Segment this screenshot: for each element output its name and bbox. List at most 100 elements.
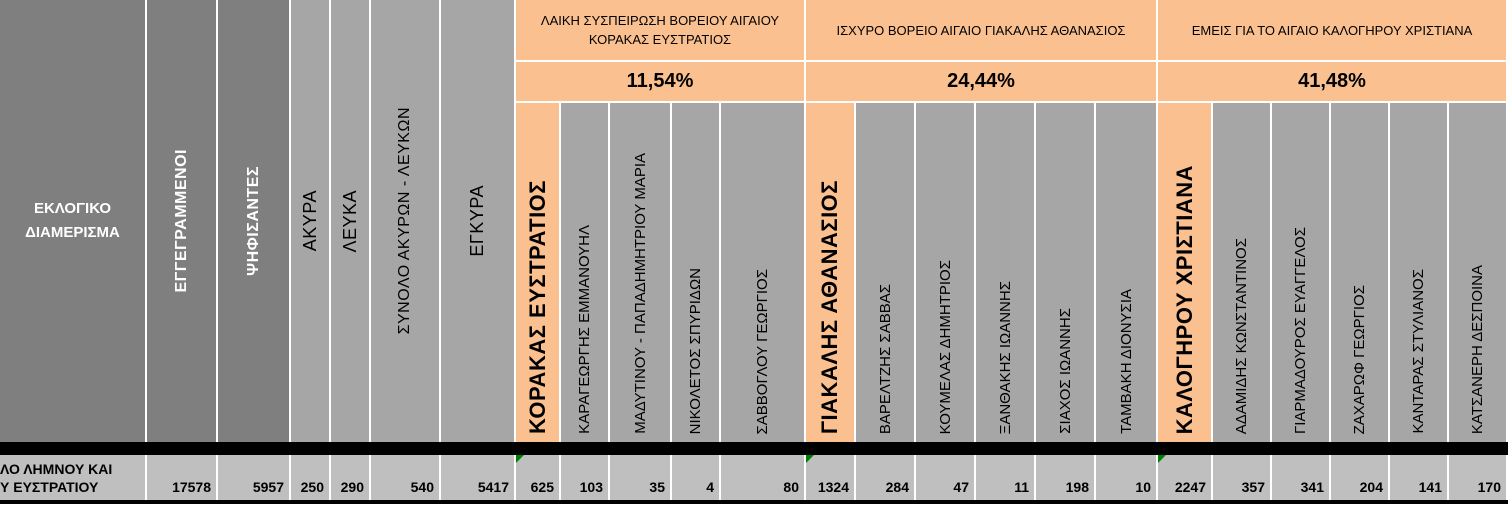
col-header-invalid[interactable]: ΑΚΥΡΑ bbox=[291, 0, 331, 442]
blank-value: 290 bbox=[340, 479, 364, 495]
candidate-name-label: ΚΑΡΑΓΕΩΡΓΗΣ ΕΜΜΑΝΟΥΗΛ bbox=[576, 225, 593, 434]
party-1-percent-cell[interactable]: 11,54% bbox=[516, 62, 806, 103]
totals-candidate-votes-cell[interactable]: 204 bbox=[1331, 455, 1390, 500]
totals-blank-cell[interactable]: 290 bbox=[331, 455, 371, 500]
candidate-column-header[interactable]: ΞΑΝΘΑΚΗΣ ΙΩΑΝΝΗΣ bbox=[976, 103, 1036, 442]
candidate-name-label: ΝΙΚΟΛΕΤΟΣ ΣΠΥΡΙΔΩΝ bbox=[687, 267, 704, 434]
candidate-column-header[interactable]: ΚΑΡΑΓΕΩΡΓΗΣ ΕΜΜΑΝΟΥΗΛ bbox=[561, 103, 610, 442]
candidate-name-label: ΣΑΒΒΟΓΛΟΥ ΓΕΩΡΓΙΟΣ bbox=[754, 268, 771, 434]
candidate-column-header[interactable]: ΖΑΧΑΡΩΦ ΓΕΩΡΓΙΟΣ bbox=[1331, 103, 1390, 442]
votes-value: 1324 bbox=[817, 479, 849, 495]
lead-candidate-column-header[interactable]: ΚΟΡΑΚΑΣ ΕΥΣΤΡΑΤΙΟΣ bbox=[516, 103, 561, 442]
totals-candidate-votes-cell[interactable]: 170 bbox=[1449, 455, 1508, 500]
voters-value: 5957 bbox=[252, 479, 284, 495]
votes-value: 35 bbox=[649, 479, 665, 495]
candidate-column-header[interactable]: ΒΑΡΕΛΤΖΗΣ ΣΑΒΒΑΣ bbox=[856, 103, 916, 442]
cell-flag-marker-icon bbox=[516, 455, 524, 463]
table-header-area: ΕΚΛΟΓΙΚΟ ΔΙΑΜΕΡΙΣΜΑ ΕΓΓΕΓΡΑΜΜΕΝΟΙ ΨΗΦΙΣΑ… bbox=[0, 0, 1508, 442]
party-group-1: ΛΑΙΚΗ ΣΥΣΠΕΙΡΩΣΗ ΒΟΡΕΙΟΥ ΑΙΓΑΙΟΥ ΚΟΡΑΚΑΣ… bbox=[516, 0, 806, 442]
votes-value: 103 bbox=[579, 479, 603, 495]
totals-party-2-votes-cell[interactable]: 1324 bbox=[806, 455, 856, 500]
separator-row bbox=[0, 442, 1508, 455]
lead-candidate-column-header[interactable]: ΓΙΑΚΑΛΗΣ ΑΘΑΝΑΣΙΟΣ bbox=[806, 103, 856, 442]
candidate-name-label: ΣΙΑΧΟΣ ΙΩΑΝΝΗΣ bbox=[1056, 308, 1074, 434]
totals-candidate-votes-cell[interactable]: 80 bbox=[721, 455, 806, 500]
col-header-registered[interactable]: ΕΓΓΕΓΡΑΜΜΕΝΟΙ bbox=[147, 0, 218, 442]
totals-candidate-votes-cell[interactable]: 103 bbox=[561, 455, 610, 500]
totals-candidate-votes-cell[interactable]: 10 bbox=[1096, 455, 1158, 500]
totals-candidate-votes-cell[interactable]: 35 bbox=[610, 455, 672, 500]
party-3-name-cell[interactable]: ΕΜΕΙΣ ΓΙΑ ΤΟ ΑΙΓΑΙΟ ΚΑΛΟΓΗΡΟΥ ΧΡΙΣΤΙΑΝΑ bbox=[1158, 0, 1508, 62]
party-3-percent-cell[interactable]: 41,48% bbox=[1158, 62, 1508, 103]
totals-party-3-votes-cell[interactable]: 2247 bbox=[1158, 455, 1213, 500]
registered-value: 17578 bbox=[172, 479, 211, 495]
party-1-name-cell[interactable]: ΛΑΙΚΗ ΣΥΣΠΕΙΡΩΣΗ ΒΟΡΕΙΟΥ ΑΙΓΑΙΟΥ ΚΟΡΑΚΑΣ… bbox=[516, 0, 806, 62]
candidate-name-label: ΚΑΝΤΑΡΑΣ ΣΤΥΛΙΑΝΟΣ bbox=[1410, 269, 1427, 434]
col-header-valid-label: ΕΓΚΥΡΑ bbox=[467, 185, 487, 257]
table-bottom-border bbox=[0, 500, 1508, 504]
totals-candidate-votes-cell[interactable]: 284 bbox=[856, 455, 916, 500]
candidate-column-header[interactable]: ΣΑΒΒΟΓΛΟΥ ΓΕΩΡΓΙΟΣ bbox=[721, 103, 806, 442]
candidate-column-header[interactable]: ΚΑΝΤΑΡΑΣ ΣΤΥΛΙΑΝΟΣ bbox=[1390, 103, 1449, 442]
party-1-name: ΛΑΙΚΗ ΣΥΣΠΕΙΡΩΣΗ ΒΟΡΕΙΟΥ ΑΙΓΑΙΟΥ ΚΟΡΑΚΑΣ… bbox=[540, 13, 780, 47]
totals-candidate-votes-cell[interactable]: 341 bbox=[1272, 455, 1331, 500]
candidate-name-label: ΑΔΑΜΙΔΗΣ ΚΩΝΣΤΑΝΤΙΝΟΣ bbox=[1233, 237, 1250, 434]
col-header-blank-label: ΛΕΥΚΑ bbox=[339, 189, 360, 253]
candidate-column-header[interactable]: ΓΙΑΡΜΑΔΟΥΡΟΣ ΕΥΑΓΓΕΛΟΣ bbox=[1272, 103, 1331, 442]
votes-value: 2247 bbox=[1174, 479, 1206, 495]
candidate-name-label: ΞΑΝΘΑΚΗΣ ΙΩΑΝΝΗΣ bbox=[996, 280, 1014, 434]
col-header-invalid-blank-total-label: ΣΥΝΟΛΟ ΑΚΥΡΩΝ - ΛΕΥΚΩΝ bbox=[396, 107, 413, 335]
totals-candidate-votes-cell[interactable]: 141 bbox=[1390, 455, 1449, 500]
candidate-column-header[interactable]: ΚΟΥΜΕΛΑΣ ΔΗΜΗΤΡΙΟΣ bbox=[916, 103, 976, 442]
party-2-percent: 24,44% bbox=[947, 70, 1015, 92]
party-2-percent-cell[interactable]: 24,44% bbox=[806, 62, 1158, 103]
party-group-2: ΙΣΧΥΡΟ ΒΟΡΕΙΟ ΑΙΓΑΙΟ ΓΙΑΚΑΛΗΣ ΑΘΑΝΑΣΙΟΣ … bbox=[806, 0, 1158, 442]
totals-candidate-votes-cell[interactable]: 357 bbox=[1213, 455, 1272, 500]
votes-value: 10 bbox=[1135, 479, 1151, 495]
party-2-candidate-headers: ΓΙΑΚΑΛΗΣ ΑΘΑΝΑΣΙΟΣ ΒΑΡΕΛΤΖΗΣ ΣΑΒΒΑΣ ΚΟΥΜ… bbox=[806, 103, 1158, 442]
candidate-name-label: ΜΑΔΥΤΙΝΟΥ - ΠΑΠΑΔΗΜΗΤΡΙΟΥ ΜΑΡΙΑ bbox=[631, 153, 649, 434]
cell-flag-marker-icon bbox=[806, 455, 814, 463]
candidate-column-header[interactable]: ΣΙΑΧΟΣ ΙΩΑΝΝΗΣ bbox=[1036, 103, 1096, 442]
party-2-name: ΙΣΧΥΡΟ ΒΟΡΕΙΟ ΑΙΓΑΙΟ ΓΙΑΚΑΛΗΣ ΑΘΑΝΑΣΙΟΣ bbox=[836, 22, 1126, 38]
invalid-blank-total-value: 540 bbox=[410, 479, 434, 495]
party-2-name-cell[interactable]: ΙΣΧΥΡΟ ΒΟΡΕΙΟ ΑΙΓΑΙΟ ΓΙΑΚΑΛΗΣ ΑΘΑΝΑΣΙΟΣ bbox=[806, 0, 1158, 62]
lead-candidate-column-header[interactable]: ΚΑΛΟΓΗΡΟΥ ΧΡΙΣΤΙΑΝΑ bbox=[1158, 103, 1213, 442]
votes-value: 284 bbox=[885, 479, 909, 495]
party-1-candidate-headers: ΚΟΡΑΚΑΣ ΕΥΣΤΡΑΤΙΟΣ ΚΑΡΑΓΕΩΡΓΗΣ ΕΜΜΑΝΟΥΗΛ… bbox=[516, 103, 806, 442]
votes-value: 625 bbox=[530, 479, 554, 495]
totals-invalid-cell[interactable]: 250 bbox=[291, 455, 331, 500]
totals-candidate-votes-cell[interactable]: 47 bbox=[916, 455, 976, 500]
candidate-column-header[interactable]: ΑΔΑΜΙΔΗΣ ΚΩΝΣΤΑΝΤΙΝΟΣ bbox=[1213, 103, 1272, 442]
candidate-name-label: ΤΑΜΒΑΚΗ ΔΙΟΝΥΣΙΑ bbox=[1117, 289, 1135, 434]
totals-candidate-votes-cell[interactable]: 11 bbox=[976, 455, 1036, 500]
candidate-column-header[interactable]: ΝΙΚΟΛΕΤΟΣ ΣΠΥΡΙΔΩΝ bbox=[672, 103, 721, 442]
votes-value: 11 bbox=[1014, 479, 1029, 495]
totals-district-cell[interactable]: ΛΟ ΛΗΜΝΟΥ ΚΑΙ Υ ΕΥΣΤΡΑΤΙΟΥ bbox=[0, 455, 147, 500]
totals-registered-cell[interactable]: 17578 bbox=[147, 455, 218, 500]
party-3-percent: 41,48% bbox=[1298, 70, 1366, 92]
party-3-name: ΕΜΕΙΣ ΓΙΑ ΤΟ ΑΙΓΑΙΟ ΚΑΛΟΓΗΡΟΥ ΧΡΙΣΤΙΑΝΑ bbox=[1191, 22, 1473, 38]
votes-value: 204 bbox=[1359, 479, 1383, 495]
votes-value: 4 bbox=[706, 479, 714, 495]
totals-voters-cell[interactable]: 5957 bbox=[218, 455, 291, 500]
totals-valid-cell[interactable]: 5417 bbox=[441, 455, 516, 500]
totals-party-1-votes-cell[interactable]: 625 bbox=[516, 455, 561, 500]
district-column-header-cell[interactable]: ΕΚΛΟΓΙΚΟ ΔΙΑΜΕΡΙΣΜΑ bbox=[0, 0, 147, 442]
totals-invalid-blank-total-cell[interactable]: 540 bbox=[371, 455, 441, 500]
candidate-name-label: ΚΟΥΜΕΛΑΣ ΔΗΜΗΤΡΙΟΣ bbox=[936, 259, 954, 434]
totals-candidate-votes-cell[interactable]: 4 bbox=[672, 455, 721, 500]
totals-row: ΛΟ ΛΗΜΝΟΥ ΚΑΙ Υ ΕΥΣΤΡΑΤΙΟΥ 17578 5957 25… bbox=[0, 455, 1508, 500]
candidate-column-header[interactable]: ΜΑΔΥΤΙΝΟΥ - ΠΑΠΑΔΗΜΗΤΡΙΟΥ ΜΑΡΙΑ bbox=[610, 103, 672, 442]
totals-candidate-votes-cell[interactable]: 198 bbox=[1036, 455, 1096, 500]
district-column-label-line1: ΕΚΛΟΓΙΚΟ bbox=[33, 200, 112, 217]
col-header-blank[interactable]: ΛΕΥΚΑ bbox=[331, 0, 371, 442]
party-3-candidate-headers: ΚΑΛΟΓΗΡΟΥ ΧΡΙΣΤΙΑΝΑ ΑΔΑΜΙΔΗΣ ΚΩΝΣΤΑΝΤΙΝΟ… bbox=[1158, 103, 1508, 442]
votes-value: 141 bbox=[1418, 479, 1442, 495]
col-header-voters[interactable]: ΨΗΦΙΣΑΝΤΕΣ bbox=[218, 0, 291, 442]
candidate-column-header[interactable]: ΚΑΤΣΑΝΕΡΗ ΔΕΣΠΟΙΝΑ bbox=[1449, 103, 1508, 442]
col-header-invalid-blank-total[interactable]: ΣΥΝΟΛΟ ΑΚΥΡΩΝ - ΛΕΥΚΩΝ bbox=[371, 0, 441, 442]
candidate-column-header[interactable]: ΤΑΜΒΑΚΗ ΔΙΟΝΥΣΙΑ bbox=[1096, 103, 1158, 442]
col-header-valid[interactable]: ΕΓΚΥΡΑ bbox=[441, 0, 516, 442]
